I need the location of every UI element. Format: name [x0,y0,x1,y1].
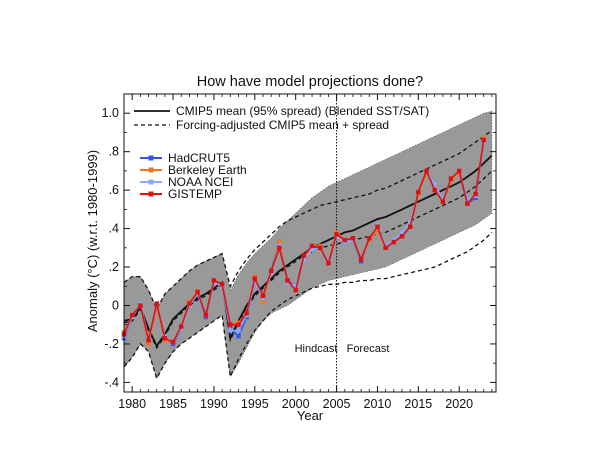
legend-label-forcing-adjusted: Forcing-adjusted CMIP5 mean + spread [176,118,389,132]
legend-label-noaa-ncei: NOAA NCEI [168,175,233,189]
data-point-gistemp [448,176,454,181]
data-point-gistemp [211,278,217,283]
data-point-gistemp [358,257,364,262]
y-tick-label: 0 [112,298,119,312]
data-point-gistemp [383,245,388,250]
data-point-gistemp [440,199,446,204]
data-point-gistemp [277,245,282,250]
data-point-gistemp [375,224,380,229]
x-tick-label: 2020 [445,397,473,411]
data-point-gistemp [130,312,135,318]
legend-marker-hadcrut5 [148,155,154,161]
data-point-gistemp [309,243,315,249]
x-tick-label: 2010 [364,397,392,411]
data-point-noaa-ncei [252,280,257,285]
legend-marker-berkeley-earth [148,167,154,173]
data-point-gistemp [244,311,249,316]
legend-label-cmip5-mean: CMIP5 mean (95% spread) (Blended SST/SAT… [176,104,429,118]
data-point-noaa-ncei [432,182,437,187]
data-point-gistemp [391,239,396,245]
data-point-gistemp [465,201,470,206]
data-point-noaa-ncei [399,230,405,235]
y-tick-label: .4 [109,222,119,236]
data-point-gistemp [285,278,290,283]
data-point-noaa-ncei [309,247,315,252]
x-tick-label: 1985 [159,397,187,411]
y-axis-label: Anomaly (°C) (w.r.t. 1980-1999) [85,150,100,332]
data-point-gistemp [219,282,225,287]
x-tick-label: 2000 [282,397,310,411]
spread-band [124,110,493,380]
data-point-gistemp [481,137,486,143]
legend-marker-gistemp [148,191,154,197]
legend-marker-noaa-ncei [148,179,154,185]
data-point-berkeley-earth [146,341,151,347]
data-point-berkeley-earth [277,239,282,245]
hindcast-label: Hindcast [295,343,338,355]
x-tick-label: 2005 [323,397,351,411]
data-point-gistemp [326,261,331,266]
x-axis-label: Year [297,408,324,423]
legend-label-gistemp: GISTEMP [168,187,222,201]
y-tick-label: .8 [109,145,119,159]
plot-frame [123,93,497,393]
data-point-gistemp [399,234,405,239]
data-point-gistemp [350,236,356,241]
data-point-gistemp [342,237,347,243]
data-point-gistemp [424,168,429,174]
data-point-gistemp [408,224,413,229]
forecast-label: Forecast [347,343,390,355]
legend-label-hadcrut5: HadCRUT5 [168,151,230,165]
data-point-gistemp [203,312,208,318]
plot-area: 1980 1985 1990 1995 2000 2005 2010 2015 2020 -.4 -… [102,93,497,411]
x-tick-label: 1980 [118,397,146,411]
y-tick-label: .6 [109,183,119,197]
data-point-gistemp [416,189,421,195]
data-point-gistemp [195,289,200,295]
data-point-noaa-ncei [236,328,241,333]
data-point-noaa-ncei [293,284,298,289]
data-point-gistemp [260,293,266,299]
data-point-gistemp [432,187,437,193]
data-point-gistemp [179,324,184,329]
y-tick-label: .2 [109,260,119,274]
data-point-berkeley-earth [260,299,266,304]
data-point-gistemp [138,303,143,308]
data-point-berkeley-earth [375,228,380,233]
data-point-gistemp [252,276,257,281]
data-point-gistemp [228,322,233,327]
x-tick-label: 2015 [404,397,432,411]
data-point-gistemp [187,301,192,306]
data-point-noaa-ncei [301,257,307,262]
data-point-gistemp [162,336,168,341]
data-point-gistemp [367,236,372,241]
x-tick-label: 1990 [200,397,228,411]
legend: CMIP5 mean (95% spread) (Blended SST/SAT… [134,104,429,201]
y-tick-label: -.4 [104,375,119,389]
adjusted-lower-line [124,231,493,381]
data-point-gistemp [269,268,274,274]
data-point-gistemp [318,245,323,250]
data-point-gistemp [236,322,241,327]
data-point-gistemp [146,337,151,343]
x-tick-label: 1995 [241,397,269,411]
data-point-gistemp [457,168,462,174]
data-point-noaa-ncei [408,220,413,225]
data-point-gistemp [334,232,339,237]
legend-label-berkeley-earth: Berkeley Earth [168,163,247,177]
data-point-noaa-ncei [465,197,470,202]
adjusted-upper-line [124,129,493,311]
y-tick-label: -.2 [104,337,119,351]
data-point-gistemp [473,191,478,197]
data-point-noaa-ncei [228,328,233,333]
data-point-gistemp [301,253,307,258]
y-tick-label: 1.0 [102,106,119,120]
data-point-hadcrut5 [236,334,241,339]
chart-title: How have model projections done? [197,74,424,90]
data-point-gistemp [154,301,159,306]
data-point-gistemp [293,287,298,293]
data-point-gistemp [170,339,176,345]
